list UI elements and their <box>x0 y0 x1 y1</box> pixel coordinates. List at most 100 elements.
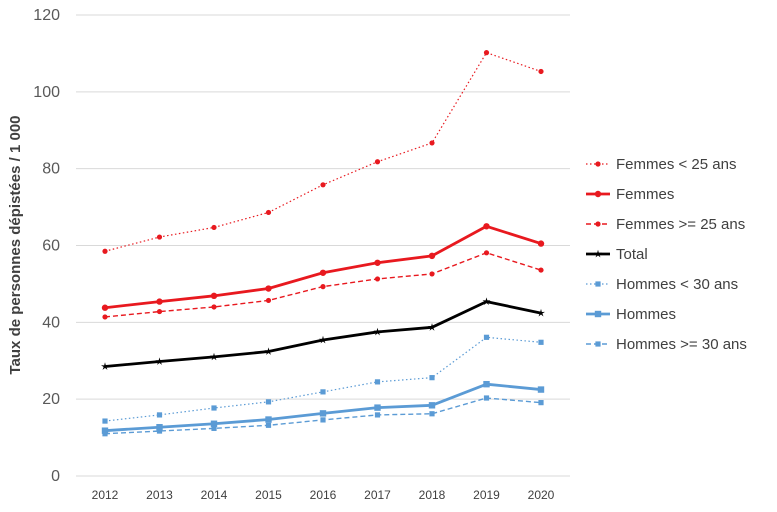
legend-marker-femmes-gte-25-ans <box>595 221 601 227</box>
data-point-femmes-gte-25-ans-2018 <box>429 271 435 277</box>
series-femmes <box>101 223 545 311</box>
data-point-hommes-gte-30-ans-2012 <box>102 431 108 437</box>
y-tick-label-60: 60 <box>42 238 60 255</box>
data-point-hommes-lt-30-ans-2020 <box>538 339 544 345</box>
legend-item-total: Total <box>586 246 648 263</box>
data-point-femmes-2019 <box>483 223 490 230</box>
data-point-total-2017 <box>373 327 382 336</box>
data-point-total-2012 <box>101 362 109 370</box>
x-tick-label-2012: 2012 <box>92 488 119 502</box>
legend-item-hommes: Hommes <box>586 306 676 323</box>
series-femmes-lt-25-ans <box>102 50 544 254</box>
series-femmes-gte-25-ans <box>102 250 544 320</box>
data-point-hommes-gte-30-ans-2014 <box>211 425 217 431</box>
data-point-total-2014 <box>210 352 218 361</box>
legend-label-hommes: Hommes <box>616 306 676 323</box>
series-hommes <box>101 380 545 434</box>
data-point-hommes-2016 <box>319 410 327 417</box>
data-point-hommes-2019 <box>483 380 490 388</box>
data-point-femmes-2015 <box>265 285 272 292</box>
data-point-hommes-2017 <box>374 404 381 411</box>
data-point-hommes-gte-30-ans-2015 <box>265 422 272 428</box>
y-tick-label-120: 120 <box>33 7 60 24</box>
legend-item-hommes-lt-30-ans: Hommes < 30 ans <box>586 276 738 293</box>
y-tick-label-0: 0 <box>51 468 60 485</box>
x-tick-label-2018: 2018 <box>419 488 446 502</box>
data-point-hommes-2020 <box>537 386 545 393</box>
data-point-hommes-lt-30-ans-2016 <box>320 389 326 395</box>
legend-item-hommes-gte-30-ans: Hommes >= 30 ans <box>586 336 747 353</box>
data-point-femmes-2018 <box>428 252 436 260</box>
legend-marker-hommes <box>594 310 602 318</box>
x-tick-label-2016: 2016 <box>310 488 337 502</box>
data-point-femmes-lt-25-ans-2016 <box>320 182 326 188</box>
series-hommes-lt-30-ans <box>102 334 544 424</box>
series-group <box>101 50 545 437</box>
data-point-hommes-gte-30-ans-2016 <box>320 417 326 423</box>
legend-marker-femmes <box>594 190 602 198</box>
y-tick-label-100: 100 <box>33 84 60 101</box>
data-point-femmes-lt-25-ans-2013 <box>156 234 163 240</box>
data-point-femmes-2016 <box>319 269 327 276</box>
legend-label-hommes-gte-30-ans: Hommes >= 30 ans <box>616 336 747 353</box>
y-tick-label-40: 40 <box>42 314 60 331</box>
x-tick-label-2017: 2017 <box>364 488 391 502</box>
data-point-hommes-lt-30-ans-2019 <box>483 334 490 340</box>
x-tick-label-2013: 2013 <box>146 488 173 502</box>
data-point-total-2020 <box>537 308 545 317</box>
data-point-femmes-gte-25-ans-2017 <box>374 276 381 282</box>
legend-item-femmes: Femmes <box>586 186 674 203</box>
legend-marker-total <box>594 249 602 258</box>
gridlines <box>76 14 570 477</box>
data-point-hommes-2014 <box>210 420 218 427</box>
data-point-total-2018 <box>428 323 436 331</box>
data-point-hommes-2018 <box>428 402 436 409</box>
data-point-femmes-gte-25-ans-2020 <box>538 267 544 273</box>
x-tick-label-2015: 2015 <box>255 488 282 502</box>
series-line-femmes-lt-25-ans <box>104 52 542 252</box>
data-point-femmes-gte-25-ans-2019 <box>483 250 490 256</box>
series-line-hommes-lt-30-ans <box>104 336 542 422</box>
data-point-hommes-gte-30-ans-2013 <box>156 428 163 434</box>
legend-label-hommes-lt-30-ans: Hommes < 30 ans <box>616 276 738 293</box>
legend: Femmes < 25 ans Femmes Femmes >= 25 ans Tot… <box>586 156 747 353</box>
data-point-femmes-2014 <box>210 292 218 300</box>
x-tick-label-2020: 2020 <box>528 488 555 502</box>
data-point-femmes-lt-25-ans-2020 <box>538 68 544 75</box>
legend-marker-hommes-gte-30-ans <box>595 341 601 347</box>
legend-item-femmes-gte-25-ans: Femmes >= 25 ans <box>586 216 745 233</box>
data-point-femmes-2020 <box>537 240 545 247</box>
data-point-total-2013 <box>155 357 164 365</box>
data-point-femmes-gte-25-ans-2014 <box>211 304 217 310</box>
data-point-femmes-gte-25-ans-2016 <box>320 284 326 290</box>
legend-label-femmes-gte-25-ans: Femmes >= 25 ans <box>616 216 745 233</box>
series-line-femmes <box>104 224 542 310</box>
data-point-hommes-gte-30-ans-2019 <box>483 395 490 401</box>
data-point-hommes-lt-30-ans-2015 <box>265 399 272 405</box>
data-point-femmes-lt-25-ans-2017 <box>374 159 381 165</box>
data-point-hommes-2012 <box>101 427 109 434</box>
y-tick-label-80: 80 <box>42 161 60 178</box>
series-total <box>101 297 545 370</box>
data-point-hommes-lt-30-ans-2012 <box>102 418 108 424</box>
legend-marker-hommes-lt-30-ans <box>595 281 601 287</box>
data-point-total-2015 <box>264 347 273 355</box>
data-point-femmes-2012 <box>101 304 109 311</box>
data-point-total-2019 <box>482 297 491 305</box>
data-point-femmes-lt-25-ans-2015 <box>265 209 272 216</box>
data-point-femmes-lt-25-ans-2014 <box>211 224 217 231</box>
data-point-femmes-lt-25-ans-2019 <box>483 50 490 56</box>
data-point-hommes-lt-30-ans-2017 <box>374 379 381 385</box>
legend-label-femmes-lt-25-ans: Femmes < 25 ans <box>616 156 736 173</box>
legend-marker-femmes-lt-25-ans <box>595 161 601 167</box>
data-point-femmes-lt-25-ans-2012 <box>102 248 108 254</box>
data-point-hommes-gte-30-ans-2020 <box>538 400 544 406</box>
data-point-femmes-gte-25-ans-2013 <box>156 308 163 315</box>
data-point-hommes-lt-30-ans-2014 <box>211 405 217 411</box>
data-point-hommes-2015 <box>265 416 272 423</box>
x-axis-ticks: 2012 2013 2014 2015 2016 2017 2018 2019 2020 <box>92 488 555 502</box>
data-point-total-2016 <box>319 335 327 344</box>
y-tick-label-20: 20 <box>42 391 60 408</box>
y-axis-label: Taux de personnes dépistées / 1 000 <box>7 116 24 375</box>
